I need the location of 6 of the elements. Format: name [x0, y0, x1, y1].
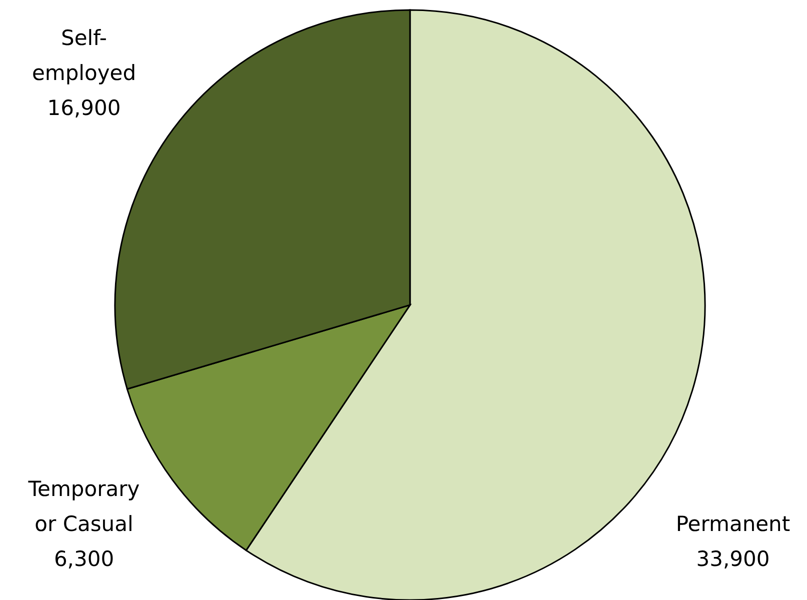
data-label: 33,900 [696, 547, 770, 571]
slice-label: Permanent [676, 512, 790, 536]
slice-label: Self-employed [32, 26, 136, 85]
slice-label: Temporary or Casual [27, 477, 140, 536]
data-label: 6,300 [54, 547, 114, 571]
data-label: 16,900 [47, 96, 121, 120]
